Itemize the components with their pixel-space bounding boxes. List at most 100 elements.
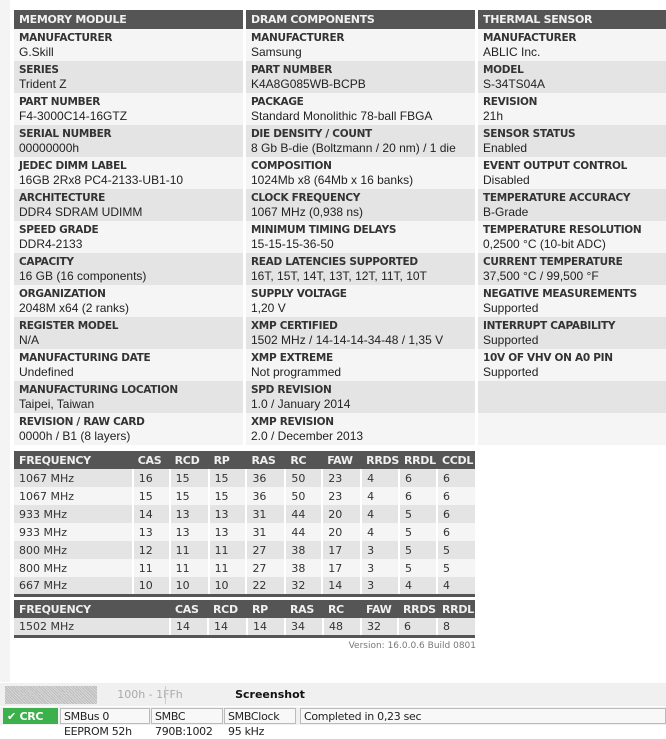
info-label: MINIMUM TIMING DELAYS <box>251 224 397 236</box>
info-value: 0,2500 °C (10-bit ADC) <box>483 237 606 251</box>
table-row: 933 MHz 13 13 13 31 44 20 4 5 6 <box>14 523 475 541</box>
info-label: MANUFACTURING DATE <box>19 352 151 364</box>
table-cell: 6 <box>435 523 475 541</box>
completed-status: Completed in 0,23 sec <box>300 708 666 724</box>
column-header: THERMAL SENSOR <box>478 10 666 29</box>
screenshot-button[interactable]: Screenshot <box>235 688 305 701</box>
info-label: MANUFACTURER <box>19 32 113 44</box>
info-row: CURRENT TEMPERATURE 37,500 °C / 99,500 °F <box>478 253 666 285</box>
info-label: XMP REVISION <box>251 416 334 428</box>
column-header-rc: RC <box>285 451 323 469</box>
table-cell: 933 MHz <box>14 505 133 523</box>
tab-bar: 000h - 0FFh 100h - 1FFh Screenshot <box>0 683 666 706</box>
info-label: JEDEC DIMM LABEL <box>19 160 127 172</box>
info-value: Supported <box>483 365 539 379</box>
table-cell: 44 <box>284 505 323 523</box>
table-cell: 34 <box>284 618 323 636</box>
info-row: TEMPERATURE ACCURACY B-Grade <box>478 189 666 221</box>
info-label: ORGANIZATION <box>19 288 106 300</box>
column-header-ccdl: CCDL <box>436 451 475 469</box>
table-cell: 36 <box>245 469 286 487</box>
info-row: SERIAL NUMBER 00000000h <box>14 125 243 157</box>
table-cell: 11 <box>207 541 247 559</box>
column-header: DRAM COMPONENTS <box>246 10 475 29</box>
xmp-timings-table: FREQUENCY CAS RCD RP RAS RC FAW RRDS RRDL 1502 MH… <box>14 600 475 638</box>
table-cell: 800 MHz <box>14 559 133 577</box>
table-cell: 23 <box>321 469 362 487</box>
table-cell: 6 <box>397 618 437 636</box>
info-label: PART NUMBER <box>19 96 101 108</box>
info-label: PACKAGE <box>251 96 304 108</box>
info-row: REGISTER MODEL N/A <box>14 317 243 349</box>
table-cell: 27 <box>245 541 286 559</box>
info-label: SENSOR STATUS <box>483 128 576 140</box>
table-cell: 4 <box>397 577 437 595</box>
table-cell: 13 <box>168 523 209 541</box>
column-header-ras: RAS <box>246 451 286 469</box>
column-header: MEMORY MODULE <box>14 10 243 29</box>
info-label: INTERRUPT CAPABILITY <box>483 320 616 332</box>
tab-000h-0ffh[interactable]: 000h - 0FFh <box>5 686 97 704</box>
info-label: READ LATENCIES SUPPORTED <box>251 256 418 268</box>
column-header-rc: RC <box>323 600 361 618</box>
table-cell: 16 <box>131 469 170 487</box>
column-header-rp: RP <box>208 451 247 469</box>
info-row: 10V OF VHV ON A0 PIN Supported <box>478 349 666 381</box>
info-label: NEGATIVE MEASUREMENTS <box>483 288 637 300</box>
table-cell: 4 <box>435 577 475 595</box>
info-label: XMP EXTREME <box>251 352 333 364</box>
table-cell: 14 <box>207 618 247 636</box>
table-cell: 6 <box>435 505 475 523</box>
info-value: 8 Gb B-die (Boltzmann / 20 nm) / 1 die <box>251 141 456 155</box>
table-cell: 11 <box>207 559 247 577</box>
table-cell: 14 <box>246 618 285 636</box>
table-cell: 4 <box>360 505 399 523</box>
column-header-rp: RP <box>247 600 285 618</box>
info-value: 15-15-15-36-50 <box>251 237 334 251</box>
info-value: F4-3000C14-16GTZ <box>19 109 128 123</box>
info-value: 1502 MHz / 14-14-14-34-48 / 1,35 V <box>251 333 444 347</box>
info-row: XMP REVISION 2.0 / December 2013 <box>246 413 475 445</box>
table-cell: 1067 MHz <box>14 487 133 505</box>
info-value: 16GB 2Rx8 PC4-2133-UB1-10 <box>19 173 184 187</box>
table-row: 800 MHz 11 11 11 27 38 17 3 5 5 <box>14 559 475 577</box>
column-header-rrdl: RRDL <box>398 451 437 469</box>
column-header-cas: CAS <box>132 451 170 469</box>
table-cell: 38 <box>284 541 323 559</box>
table-row: 1067 MHz 15 15 15 36 50 23 4 6 6 <box>14 487 475 505</box>
info-row: MANUFACTURER G.Skill <box>14 29 243 61</box>
table-cell: 13 <box>131 523 170 541</box>
table-cell: 31 <box>245 505 286 523</box>
info-label: MODEL <box>483 64 524 76</box>
info-row: SPEED GRADE DDR4-2133 <box>14 221 243 253</box>
info-value: N/A <box>19 333 40 347</box>
table-cell: 22 <box>245 577 286 595</box>
table-header: FREQUENCY CAS RCD RP RAS RC FAW RRDS RRDL CCDL <box>14 451 475 469</box>
info-row: SERIES Trident Z <box>14 61 243 93</box>
jedec-timings-table: FREQUENCY CAS RCD RP RAS RC FAW RRDS RRDL CCDL 106… <box>14 451 475 597</box>
table-cell: 14 <box>321 577 362 595</box>
table-cell: 15 <box>131 487 170 505</box>
info-value: Standard Monolithic 78-ball FBGA <box>251 109 433 123</box>
table-cell: 10 <box>168 577 209 595</box>
info-row: TEMPERATURE RESOLUTION 0,2500 °C (10-bit … <box>478 221 666 253</box>
info-value: 21h <box>483 109 504 123</box>
table-cell: 5 <box>397 523 437 541</box>
table-cell: 5 <box>397 559 437 577</box>
info-label: SERIAL NUMBER <box>19 128 112 140</box>
info-value: 2.0 / December 2013 <box>251 429 364 443</box>
info-row <box>478 413 666 445</box>
info-label: ARCHITECTURE <box>19 192 105 204</box>
table-cell: 667 MHz <box>14 577 133 595</box>
info-row: INTERRUPT CAPABILITY Supported <box>478 317 666 349</box>
info-value: 1024Mb x8 (64Mb x 16 banks) <box>251 173 414 187</box>
tab-100h-1ffh[interactable]: 100h - 1FFh <box>117 688 183 701</box>
table-cell: 23 <box>321 487 362 505</box>
column-header-rcd: RCD <box>169 451 209 469</box>
table-row: 667 MHz 10 10 10 22 32 14 3 4 4 <box>14 577 475 595</box>
info-value: 0000h / B1 (8 layers) <box>19 429 131 443</box>
column-header-rrdl: RRDL <box>437 600 475 618</box>
smbc-status: SMBC 790B:1002 <box>151 708 223 738</box>
tab-divider <box>165 686 166 704</box>
info-value: 2048M x64 (2 ranks) <box>19 301 130 315</box>
